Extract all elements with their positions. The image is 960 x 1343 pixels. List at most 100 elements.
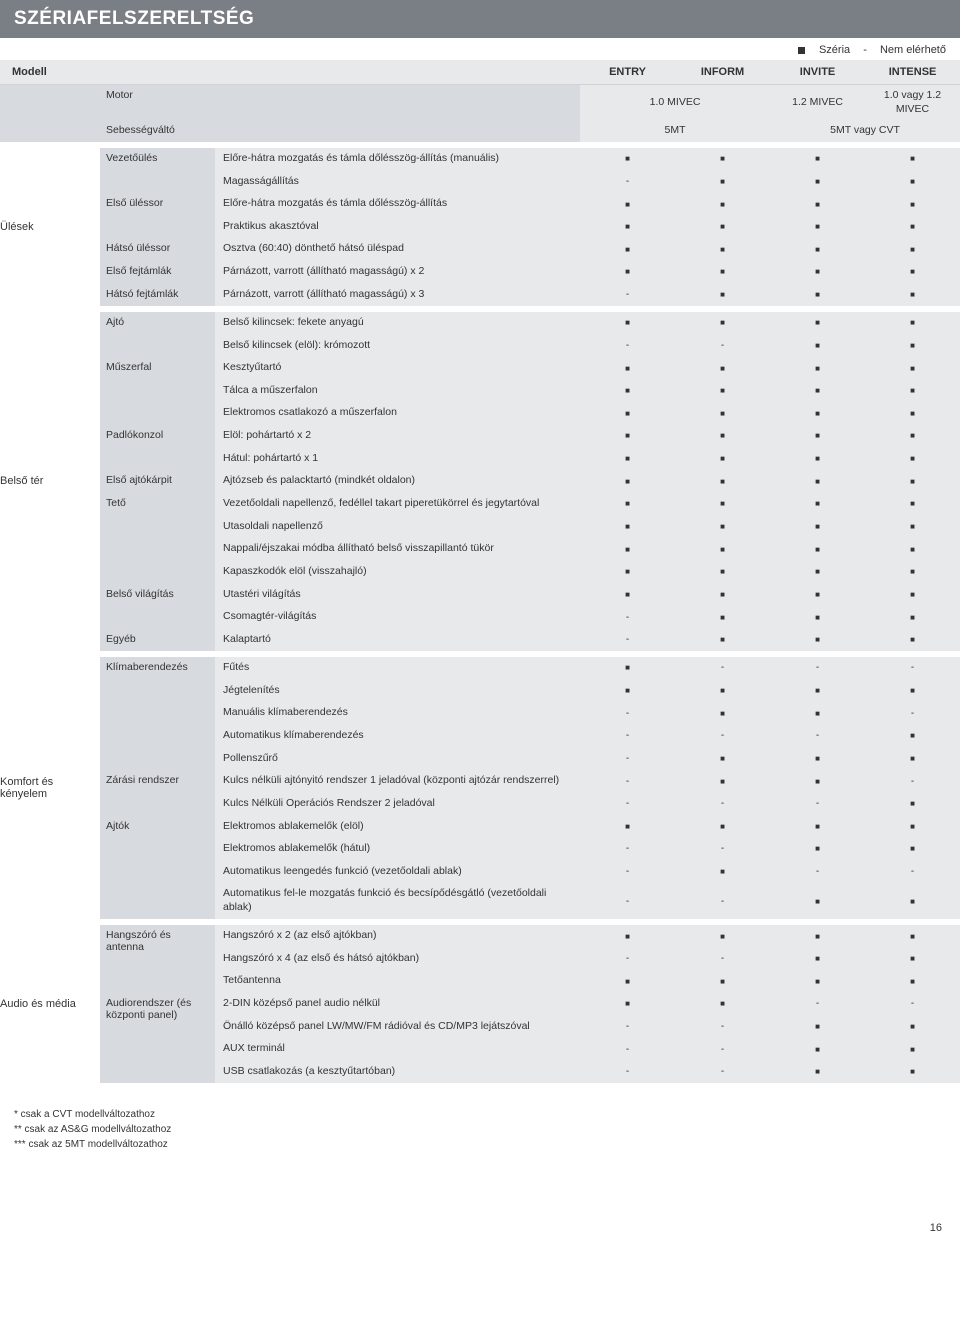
legend-na: - Nem elérhető	[863, 44, 946, 56]
availability-mark	[580, 493, 675, 516]
availability-mark	[675, 883, 770, 919]
feature-text: Hangszóró x 4 (az első és hátsó ajtókban…	[215, 947, 580, 970]
subcategory: Padlókonzol	[100, 425, 215, 470]
availability-mark	[770, 628, 865, 651]
feature-text: Csomagtér-világítás	[215, 606, 580, 629]
subcategory: Belső világítás	[100, 583, 215, 628]
availability-mark	[580, 970, 675, 993]
availability-mark	[865, 770, 960, 793]
availability-mark	[865, 283, 960, 306]
availability-mark	[770, 238, 865, 261]
feature-text: Ajtózseb és palacktartó (mindkét oldalon…	[215, 470, 580, 493]
availability-mark	[580, 193, 675, 216]
feature-text: 2-DIN középső panel audio nélkül	[215, 993, 580, 1016]
availability-mark	[580, 1061, 675, 1084]
availability-mark	[580, 724, 675, 747]
availability-mark	[770, 1038, 865, 1061]
availability-mark	[675, 792, 770, 815]
availability-mark	[675, 583, 770, 606]
availability-mark	[580, 702, 675, 725]
availability-mark	[580, 334, 675, 357]
availability-mark	[580, 215, 675, 238]
availability-mark	[770, 447, 865, 470]
availability-mark	[770, 334, 865, 357]
availability-mark	[580, 838, 675, 861]
availability-mark	[865, 657, 960, 679]
availability-mark	[865, 357, 960, 380]
availability-mark	[865, 493, 960, 516]
availability-mark	[770, 970, 865, 993]
availability-mark	[865, 583, 960, 606]
feature-text: Előre-hátra mozgatás és támla dőlésszög-…	[215, 148, 580, 170]
availability-mark	[675, 560, 770, 583]
availability-mark	[675, 815, 770, 838]
availability-mark	[770, 493, 865, 516]
feature-text: Automatikus leengedés funkció (vezetőold…	[215, 860, 580, 883]
legend-std: Széria	[788, 44, 850, 56]
availability-mark	[580, 657, 675, 679]
feature-text: Elektromos ablakemelők (hátul)	[215, 838, 580, 861]
availability-mark	[865, 925, 960, 947]
availability-mark	[865, 606, 960, 629]
availability-mark	[865, 815, 960, 838]
availability-mark	[865, 334, 960, 357]
availability-mark	[675, 606, 770, 629]
availability-mark	[770, 193, 865, 216]
availability-mark	[580, 606, 675, 629]
feature-text: Belső kilincsek: fekete anyagú	[215, 312, 580, 334]
availability-mark	[865, 724, 960, 747]
availability-mark	[675, 215, 770, 238]
feature-text: Önálló középső panel LW/MW/FM rádióval é…	[215, 1015, 580, 1038]
subcategory: Egyéb	[100, 628, 215, 651]
availability-mark	[865, 538, 960, 561]
availability-mark	[675, 702, 770, 725]
availability-mark	[865, 379, 960, 402]
availability-mark	[770, 702, 865, 725]
feature-text: Magasságállítás	[215, 170, 580, 193]
availability-mark	[675, 538, 770, 561]
availability-mark	[770, 470, 865, 493]
availability-mark	[770, 357, 865, 380]
availability-mark	[675, 747, 770, 770]
availability-mark	[865, 838, 960, 861]
footnote-line: *** csak az 5MT modellváltozathoz	[14, 1137, 946, 1152]
availability-mark	[865, 470, 960, 493]
feature-text: Tálca a műszerfalon	[215, 379, 580, 402]
availability-mark	[865, 1061, 960, 1084]
feature-text: Belső kilincsek (elöl): krómozott	[215, 334, 580, 357]
availability-mark	[580, 283, 675, 306]
availability-mark	[580, 447, 675, 470]
availability-mark	[865, 148, 960, 170]
availability-mark	[770, 770, 865, 793]
availability-mark	[580, 538, 675, 561]
feature-text: Előre-hátra mozgatás és támla dőlésszög-…	[215, 193, 580, 216]
trans-label: Sebességváltó	[100, 120, 580, 142]
availability-mark	[865, 860, 960, 883]
motor-label: Motor	[100, 85, 580, 121]
availability-mark	[770, 1061, 865, 1084]
section-name: Belső tér	[0, 312, 100, 651]
subcategory: Tető	[100, 493, 215, 584]
availability-mark	[675, 447, 770, 470]
availability-mark	[675, 657, 770, 679]
feature-text: Utasoldali napellenző	[215, 515, 580, 538]
availability-mark	[580, 815, 675, 838]
availability-mark	[675, 838, 770, 861]
availability-mark	[770, 261, 865, 284]
availability-mark	[770, 312, 865, 334]
availability-mark	[580, 770, 675, 793]
availability-mark	[865, 261, 960, 284]
subcategory: Hangszóró és antenna	[100, 925, 215, 992]
availability-mark	[675, 993, 770, 1016]
feature-text: Manuális klímaberendezés	[215, 702, 580, 725]
availability-mark	[770, 679, 865, 702]
availability-mark	[580, 792, 675, 815]
section-name: Ülések	[0, 148, 100, 306]
header-modell: Modell	[0, 60, 580, 85]
feature-text: AUX terminál	[215, 1038, 580, 1061]
availability-mark	[770, 215, 865, 238]
availability-mark	[675, 148, 770, 170]
feature-text: Utastéri világítás	[215, 583, 580, 606]
availability-mark	[675, 1061, 770, 1084]
availability-mark	[580, 993, 675, 1016]
